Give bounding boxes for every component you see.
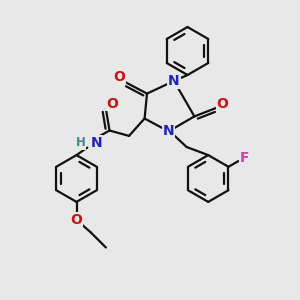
- Text: N: N: [168, 74, 180, 88]
- Text: F: F: [240, 151, 249, 165]
- Text: O: O: [217, 98, 229, 111]
- Text: O: O: [106, 97, 118, 110]
- Text: N: N: [90, 136, 102, 150]
- Text: H: H: [76, 136, 85, 149]
- Text: O: O: [113, 70, 125, 84]
- Text: N: N: [163, 124, 174, 138]
- Text: O: O: [70, 213, 83, 227]
